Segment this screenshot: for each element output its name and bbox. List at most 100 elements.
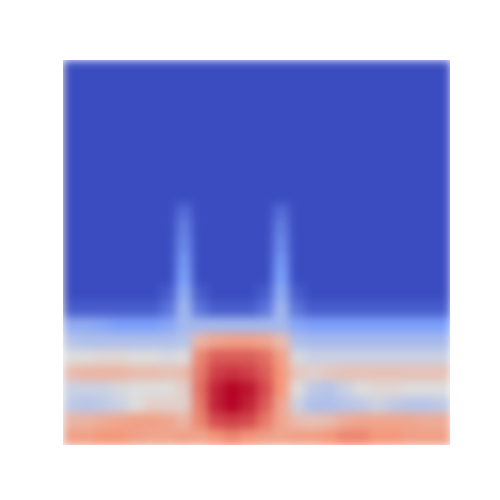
heatmap-cell [321, 333, 338, 350]
heatmap-cell [224, 269, 241, 286]
heatmap-cell [386, 301, 403, 318]
heatmap-cell [224, 365, 241, 382]
heatmap-cell [63, 317, 80, 334]
heatmap-cell [240, 60, 257, 77]
heatmap-cell [192, 381, 209, 398]
heatmap-cell [273, 204, 290, 221]
heatmap-cell [208, 92, 225, 109]
heatmap-cell [95, 253, 112, 270]
heatmap-cell [111, 253, 128, 270]
heatmap-cell [111, 429, 128, 445]
heatmap-cell [208, 124, 225, 141]
heatmap-cell [240, 413, 257, 430]
heatmap-cell [224, 108, 241, 125]
heatmap-cell [240, 108, 257, 125]
heatmap-cell [144, 269, 161, 286]
heatmap-cell [369, 156, 386, 173]
heatmap-cell [144, 60, 161, 77]
heatmap-cell [208, 349, 225, 366]
heatmap-cell [79, 156, 96, 173]
heatmap-cell [337, 317, 354, 334]
heatmap-cell [144, 381, 161, 398]
heatmap-cell [418, 92, 435, 109]
heatmap-cell [305, 429, 322, 445]
heatmap-cell [95, 301, 112, 318]
heatmap-cell [289, 397, 306, 414]
heatmap-cell [240, 349, 257, 366]
heatmap-cell [208, 429, 225, 445]
heatmap-cell [353, 301, 370, 318]
heatmap-cell [321, 220, 338, 237]
heatmap-cell [95, 92, 112, 109]
heatmap-cell [63, 349, 80, 366]
heatmap-cell [224, 204, 241, 221]
heatmap-cell [337, 172, 354, 189]
heatmap-cell [111, 285, 128, 302]
heatmap-cell [402, 92, 419, 109]
heatmap-cell [240, 429, 257, 445]
heatmap-cell [289, 381, 306, 398]
heatmap-cell [192, 172, 209, 189]
heatmap-cell [257, 204, 274, 221]
heatmap-cell [160, 124, 177, 141]
heatmap-cell [224, 172, 241, 189]
heatmap-cell [289, 124, 306, 141]
heatmap-cell [63, 381, 80, 398]
heatmap-cell [337, 397, 354, 414]
heatmap-cell [144, 124, 161, 141]
heatmap-cell [111, 317, 128, 334]
heatmap-cell [337, 92, 354, 109]
heatmap-cell [289, 317, 306, 334]
heatmap-cell [353, 253, 370, 270]
heatmap-cell [418, 172, 435, 189]
heatmap-cell [192, 253, 209, 270]
heatmap-cell [95, 204, 112, 221]
heatmap-cell [79, 301, 96, 318]
heatmap-cell [289, 333, 306, 350]
heatmap-cell [128, 188, 145, 205]
heatmap-cell [418, 397, 435, 414]
heatmap-cell [273, 124, 290, 141]
heatmap-cell [337, 236, 354, 253]
heatmap-cell [305, 108, 322, 125]
heatmap-cell [176, 92, 193, 109]
heatmap-cell [321, 365, 338, 382]
heatmap-cell [160, 253, 177, 270]
heatmap-cell [321, 236, 338, 253]
heatmap-cell [192, 301, 209, 318]
heatmap-cell [192, 333, 209, 350]
heatmap-cell [257, 317, 274, 334]
heatmap-cell [224, 349, 241, 366]
heatmap-cell [321, 188, 338, 205]
heatmap-cell [289, 108, 306, 125]
heatmap-cell [337, 349, 354, 366]
heatmap-cell [434, 269, 450, 286]
heatmap-cell [63, 204, 80, 221]
heatmap-cell [305, 76, 322, 93]
heatmap-cell [418, 220, 435, 237]
heatmap-cell [224, 76, 241, 93]
heatmap-cell [192, 76, 209, 93]
heatmap-cell [418, 365, 435, 382]
heatmap-cell [224, 301, 241, 318]
heatmap-cell [79, 108, 96, 125]
heatmap-cell [160, 188, 177, 205]
heatmap-cell [321, 204, 338, 221]
heatmap-cell [369, 236, 386, 253]
heatmap-cell [144, 156, 161, 173]
heatmap-cell [160, 92, 177, 109]
heatmap-cell [63, 397, 80, 414]
heatmap-cell [386, 413, 403, 430]
heatmap-cell [337, 204, 354, 221]
heatmap-cell [257, 333, 274, 350]
heatmap-cell [79, 285, 96, 302]
heatmap-cell [208, 140, 225, 157]
heatmap-cell [224, 397, 241, 414]
heatmap-cell [273, 301, 290, 318]
heatmap-cell [208, 413, 225, 430]
heatmap-cell [289, 349, 306, 366]
heatmap-cell [434, 124, 450, 141]
heatmap-cell [369, 188, 386, 205]
heatmap-cell [128, 124, 145, 141]
heatmap-cell [63, 269, 80, 286]
